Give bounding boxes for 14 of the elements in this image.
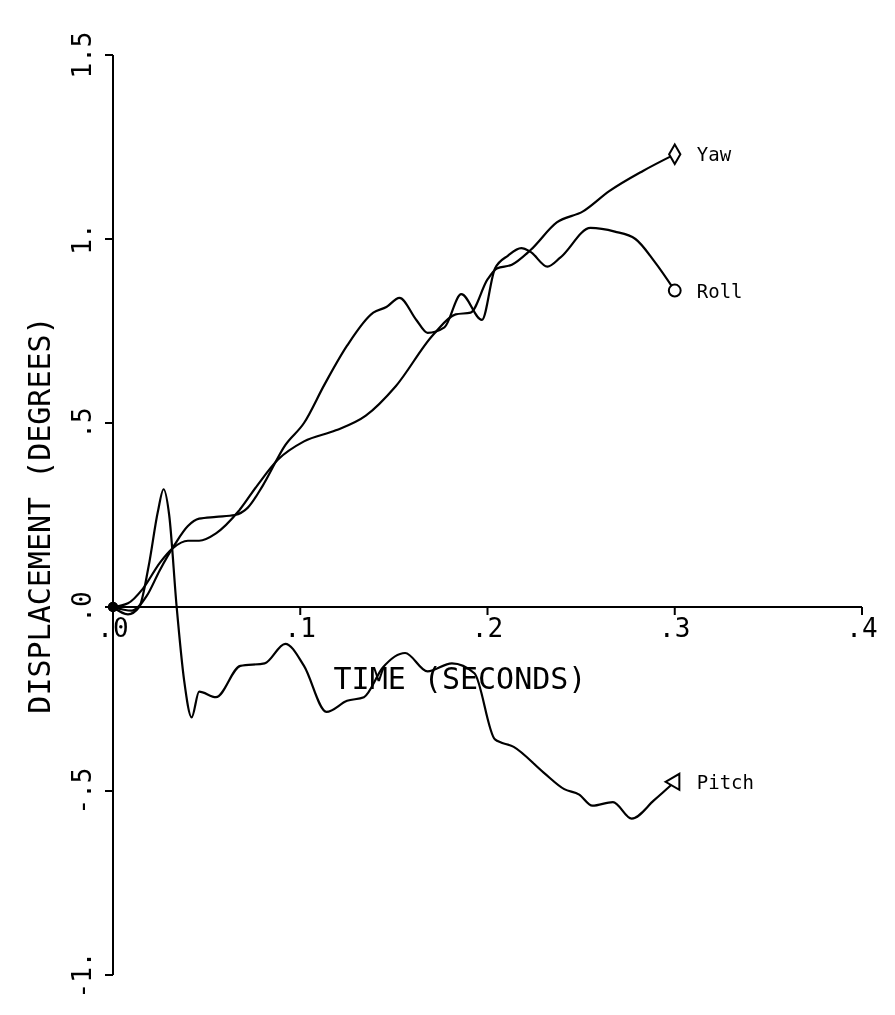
series-label: Roll	[696, 279, 743, 302]
y-tick-label: .5	[67, 407, 97, 439]
x-tick-label: .4	[846, 613, 878, 643]
y-tick-label: .0	[67, 591, 97, 623]
y-axis-title: DISPLACEMENT (DEGREES)	[22, 316, 57, 714]
y-tick-label: 1.5	[67, 31, 97, 79]
x-tick-label: .3	[659, 613, 691, 643]
series-label: Yaw	[696, 143, 732, 166]
x-tick-label: .2	[471, 613, 504, 643]
y-tick-label: -1.	[67, 951, 97, 999]
x-tick-label: .1	[284, 613, 316, 643]
series-label: Pitch	[696, 770, 754, 793]
y-tick-label: -.5	[67, 767, 97, 815]
y-tick-label: 1.	[67, 223, 97, 255]
